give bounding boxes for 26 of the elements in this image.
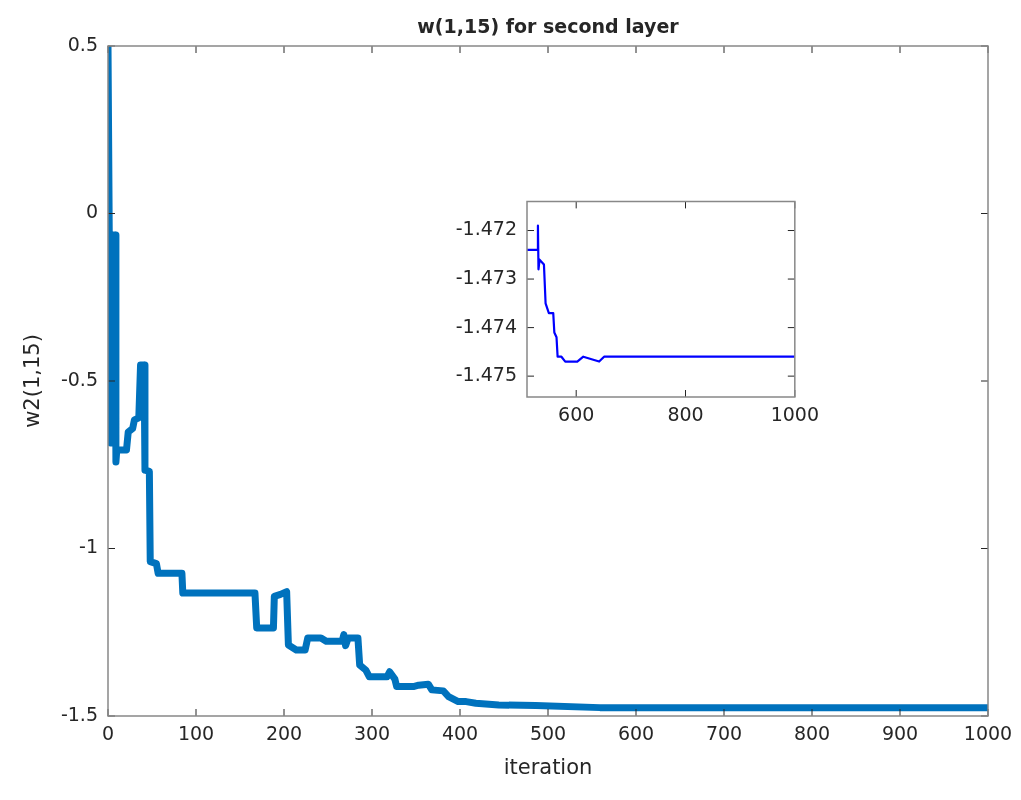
y-tick-label: -0.5 <box>60 367 98 390</box>
y-tick-label: -1.475 <box>455 363 517 386</box>
x-tick-label: 800 <box>793 722 831 745</box>
x-tick-label: 800 <box>667 403 704 426</box>
x-tick-label: 600 <box>558 403 595 426</box>
chart-title: w(1,15) for second layer <box>417 15 680 38</box>
x-tick-label: 500 <box>529 722 567 745</box>
x-tick-label: 0 <box>101 722 115 745</box>
y-tick-label: -1.473 <box>455 266 517 288</box>
x-tick-label: 100 <box>177 722 215 745</box>
y-tick-label: 0 <box>85 200 98 223</box>
x-tick-label: 300 <box>353 722 391 745</box>
y-tick-label: -1 <box>79 535 98 558</box>
x-tick-label: 400 <box>441 722 479 745</box>
x-tick-label: 1000 <box>963 722 1013 745</box>
x-tick-label: 900 <box>881 722 919 745</box>
x-axis-title: iteration <box>503 754 593 779</box>
x-tick-label: 1000 <box>770 403 819 426</box>
x-tick-label: 200 <box>265 722 303 745</box>
y-tick-label: -1.474 <box>455 314 517 337</box>
x-tick-label: 700 <box>705 722 743 745</box>
y-tick-label: -1.472 <box>455 217 517 240</box>
x-tick-label: 600 <box>617 722 655 745</box>
y-tick-label: -1.5 <box>60 702 98 725</box>
y-axis-title: w2(1,15) <box>19 334 44 428</box>
y-tick-label: 0.5 <box>67 32 98 55</box>
